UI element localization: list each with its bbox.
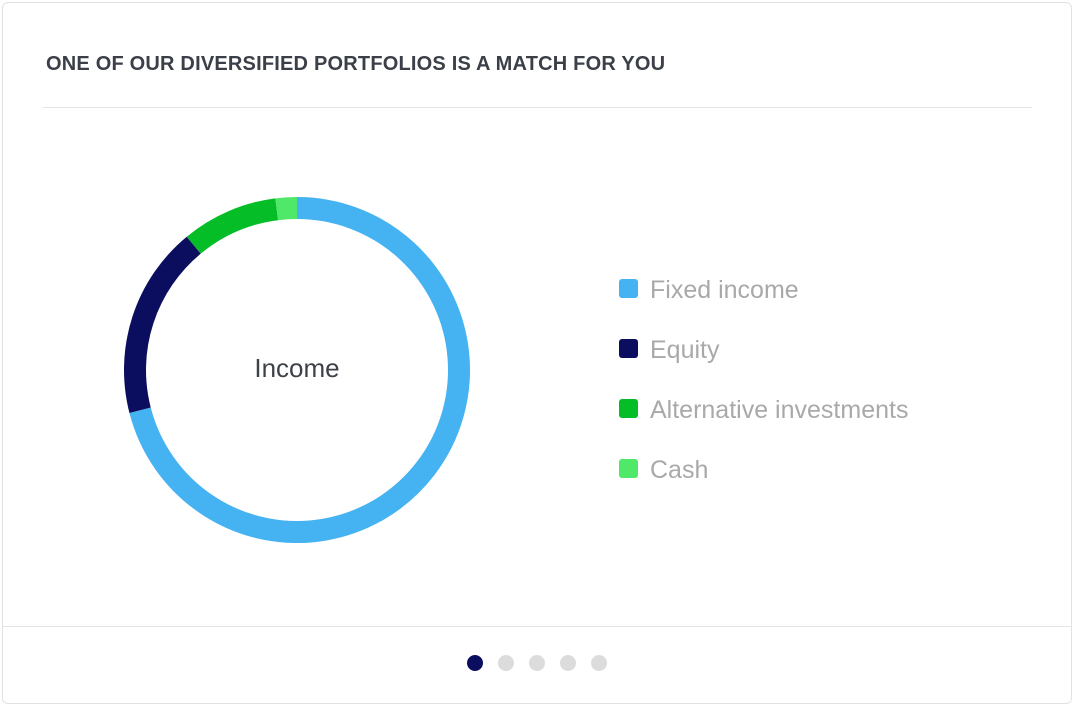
donut-center-label: Income bbox=[254, 353, 340, 383]
legend-item: Fixed income bbox=[619, 260, 908, 320]
donut-slice-fixed-income bbox=[129, 197, 470, 543]
pagination-dot-2[interactable] bbox=[498, 655, 514, 671]
card-title: ONE OF OUR DIVERSIFIED PORTFOLIOS IS A M… bbox=[46, 53, 666, 75]
donut-chart bbox=[124, 197, 470, 543]
chart-area: Income Fixed income Equity Alternative inv… bbox=[3, 108, 1073, 626]
carousel-pagination bbox=[467, 655, 622, 671]
chart-legend: Fixed income Equity Alternative investment… bbox=[619, 260, 908, 500]
legend-label: Cash bbox=[650, 455, 709, 484]
pagination-dot-5[interactable] bbox=[591, 655, 607, 671]
legend-item: Equity bbox=[619, 320, 908, 380]
legend-swatch bbox=[619, 458, 638, 478]
legend-label: Fixed income bbox=[650, 275, 799, 304]
pagination-dot-3[interactable] bbox=[529, 655, 545, 671]
legend-label: Equity bbox=[650, 335, 720, 364]
title-divider bbox=[43, 107, 1032, 108]
legend-swatch bbox=[619, 278, 638, 298]
donut-slice-alternative-investments bbox=[186, 198, 279, 254]
donut-slice-equity bbox=[124, 236, 201, 414]
legend-swatch bbox=[619, 398, 638, 418]
legend-label: Alternative investments bbox=[650, 395, 909, 424]
footer-divider bbox=[3, 626, 1071, 627]
pagination-dot-1[interactable] bbox=[467, 655, 483, 671]
legend-swatch bbox=[619, 338, 638, 358]
donut-slice-cash bbox=[275, 197, 298, 221]
pagination-dot-4[interactable] bbox=[560, 655, 576, 671]
legend-item: Alternative investments bbox=[619, 380, 908, 440]
legend-item: Cash bbox=[619, 440, 908, 500]
